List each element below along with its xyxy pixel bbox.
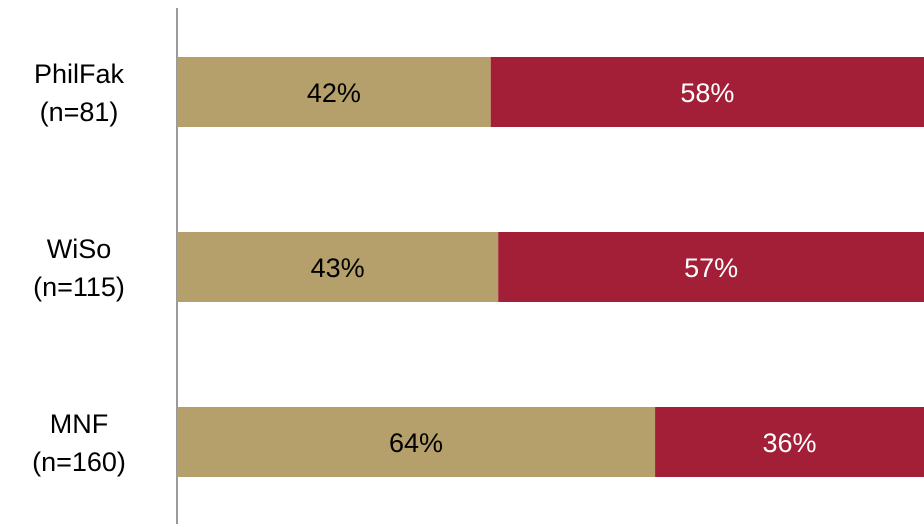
category-label-row3-line1: MNF <box>50 409 108 439</box>
bars-group: 42% 58% 43% 57% 64% 36% <box>177 57 924 477</box>
category-label-row1-line2: (n=81) <box>40 97 119 127</box>
category-label-row2-line2: (n=115) <box>33 272 125 302</box>
bar-series2-row2 <box>498 232 924 302</box>
data-label-series2-row2: 57% <box>684 253 738 283</box>
data-label-series1-row3: 64% <box>389 428 443 458</box>
data-label-series1-row2: 43% <box>311 253 365 283</box>
bar-series2-row3 <box>655 407 924 477</box>
data-label-series2-row1: 58% <box>680 78 734 108</box>
category-label-row3-line2: (n=160) <box>32 447 126 477</box>
bar-series2-row1 <box>490 57 924 127</box>
bar-series1-row2 <box>177 232 499 302</box>
bar-series1-row3 <box>177 407 656 477</box>
category-label-row2-line1: WiSo <box>47 234 112 264</box>
data-label-series1-row1: 42% <box>307 78 361 108</box>
category-label-row1-line1: PhilFak <box>34 59 125 89</box>
data-label-series2-row3: 36% <box>763 428 817 458</box>
bar-series1-row1 <box>177 57 491 127</box>
category-labels-group: PhilFak (n=81) WiSo (n=115) MNF (n=160) <box>32 59 126 477</box>
